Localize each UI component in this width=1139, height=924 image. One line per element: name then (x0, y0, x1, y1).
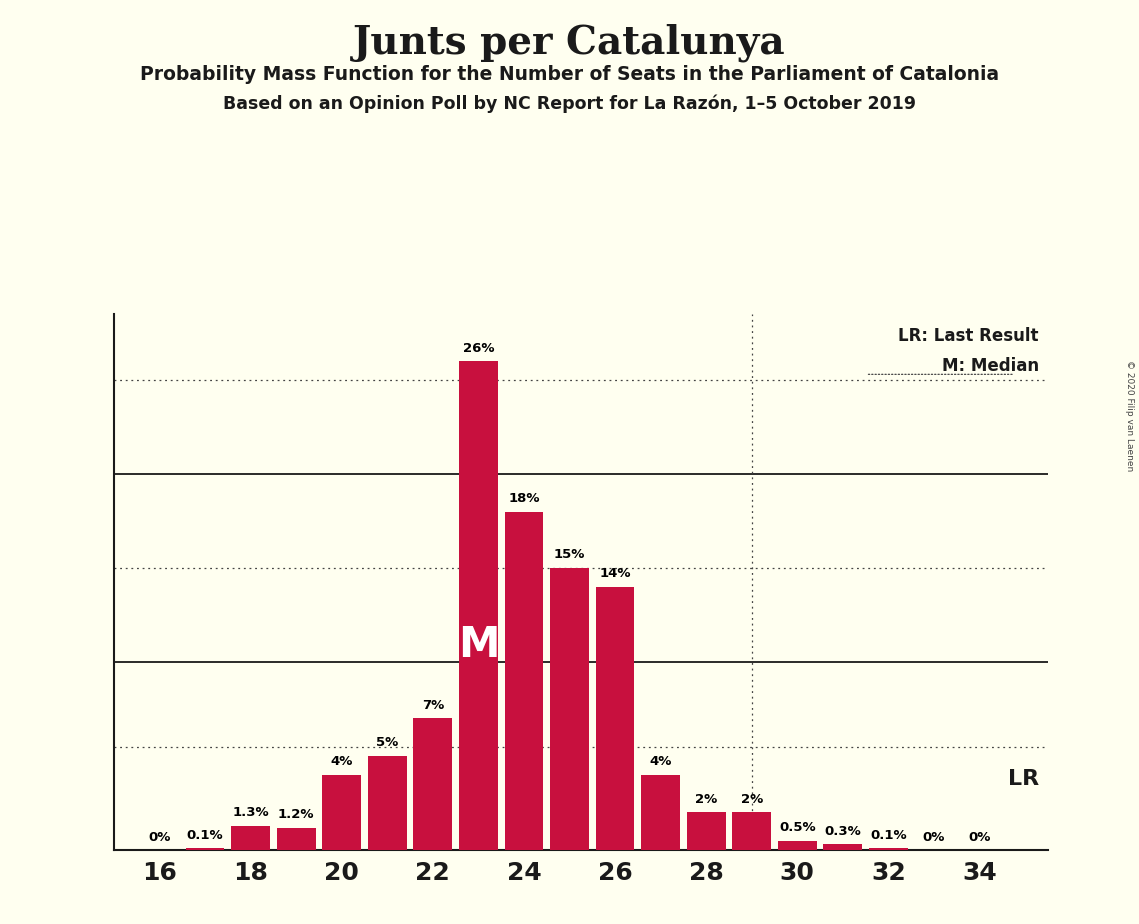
Text: LR: Last Result: LR: Last Result (899, 327, 1039, 346)
Text: 1.2%: 1.2% (278, 808, 314, 821)
Bar (186, 848, 224, 850)
Bar (596, 587, 634, 850)
Text: 4%: 4% (649, 755, 672, 768)
Text: Based on an Opinion Poll by NC Report for La Razón, 1–5 October 2019: Based on an Opinion Poll by NC Report fo… (223, 94, 916, 113)
Bar (550, 568, 589, 850)
Text: 26%: 26% (462, 342, 494, 355)
Text: 0.1%: 0.1% (187, 829, 223, 842)
Bar (231, 826, 270, 850)
Text: 4%: 4% (330, 755, 353, 768)
Text: 15%: 15% (554, 549, 585, 562)
Text: 2%: 2% (740, 793, 763, 806)
Bar (869, 848, 908, 850)
Text: Junts per Catalunya: Junts per Catalunya (353, 23, 786, 62)
Bar (641, 775, 680, 850)
Text: 0%: 0% (968, 832, 991, 845)
Text: 0.3%: 0.3% (825, 825, 861, 838)
Bar (823, 845, 862, 850)
Text: © 2020 Filip van Laenen: © 2020 Filip van Laenen (1125, 360, 1134, 471)
Text: M: Median: M: Median (942, 358, 1039, 375)
Bar (368, 756, 407, 850)
Bar (778, 841, 817, 850)
Text: 14%: 14% (599, 567, 631, 580)
Text: 0.1%: 0.1% (870, 829, 907, 842)
Bar (687, 812, 726, 850)
Text: 7%: 7% (421, 699, 444, 711)
Text: 0.5%: 0.5% (779, 821, 816, 834)
Bar (505, 512, 543, 850)
Text: 0%: 0% (923, 832, 945, 845)
Bar (732, 812, 771, 850)
Text: 5%: 5% (376, 736, 399, 749)
Bar (277, 828, 316, 850)
Text: 18%: 18% (508, 492, 540, 505)
Text: 0%: 0% (148, 832, 171, 845)
Text: LR: LR (1008, 769, 1039, 789)
Text: M: M (458, 624, 499, 665)
Text: 2%: 2% (695, 793, 718, 806)
Bar (322, 775, 361, 850)
Text: Probability Mass Function for the Number of Seats in the Parliament of Catalonia: Probability Mass Function for the Number… (140, 65, 999, 84)
Bar (413, 719, 452, 850)
Text: 1.3%: 1.3% (232, 806, 269, 819)
Bar (459, 361, 498, 850)
